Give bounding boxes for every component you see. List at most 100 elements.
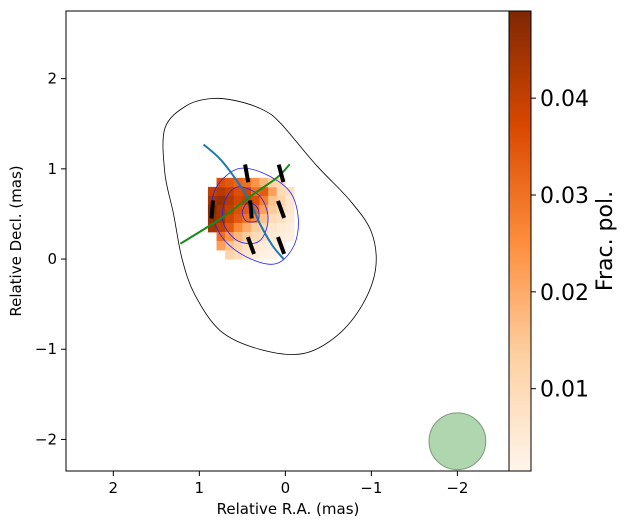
pol-pixel bbox=[216, 231, 226, 242]
evpa-tick bbox=[245, 236, 256, 255]
colorbar-tick-label: 0.01 bbox=[540, 378, 589, 403]
pol-pixel bbox=[250, 204, 260, 215]
x-axis-label: Relative R.A. (mas) bbox=[217, 500, 360, 518]
pol-pixel bbox=[276, 222, 286, 233]
y-axis-ticks: −2 −1 0 1 2 bbox=[35, 70, 66, 448]
pol-pixel bbox=[225, 250, 235, 260]
pol-pixel bbox=[276, 186, 286, 197]
pol-pixel bbox=[259, 186, 269, 197]
pol-pixel bbox=[250, 195, 260, 206]
pol-pixel bbox=[216, 222, 226, 233]
colorbar-label: Frac. pol. bbox=[593, 191, 618, 291]
colorbar bbox=[508, 10, 532, 472]
pol-pixel bbox=[225, 186, 235, 197]
pol-pixel bbox=[216, 177, 226, 188]
evpa-tick bbox=[276, 236, 287, 255]
pol-pixel bbox=[250, 241, 260, 251]
pol-pixel bbox=[259, 213, 269, 224]
pol-pixel bbox=[242, 195, 252, 206]
pol-pixel bbox=[250, 213, 260, 224]
pol-pixel bbox=[268, 195, 278, 206]
colorbar-ticks: 0.01 0.02 0.03 0.04 bbox=[531, 87, 589, 403]
pol-pixel bbox=[242, 241, 252, 251]
y-tick-label: 0 bbox=[47, 250, 57, 268]
pol-pixel bbox=[233, 250, 243, 260]
pol-pixel bbox=[285, 213, 295, 224]
evpa-tick bbox=[209, 200, 216, 219]
pol-pixel bbox=[233, 195, 243, 206]
y-tick-label: 1 bbox=[47, 160, 57, 178]
pol-pixel bbox=[285, 195, 295, 206]
pol-pixel bbox=[207, 222, 217, 233]
pol-pixel bbox=[268, 250, 278, 260]
pol-pixel bbox=[225, 195, 235, 206]
pol-pixel bbox=[250, 177, 260, 188]
pol-pixel bbox=[225, 222, 235, 233]
plot-area bbox=[162, 97, 487, 471]
pol-pixel bbox=[216, 204, 226, 215]
pol-pixel bbox=[276, 195, 286, 206]
pol-pixel bbox=[268, 186, 278, 197]
pol-pixel bbox=[276, 177, 286, 188]
pol-pixel bbox=[207, 213, 217, 224]
pol-pixel bbox=[268, 213, 278, 224]
pol-pixel bbox=[259, 195, 269, 206]
colorbar-tick-label: 0.03 bbox=[540, 184, 589, 209]
evpa-ticks bbox=[209, 164, 287, 255]
pol-pixel bbox=[225, 177, 235, 188]
evpa-tick bbox=[276, 164, 286, 183]
pol-pixel bbox=[259, 231, 269, 242]
evpa-tick bbox=[276, 200, 287, 219]
pol-pixel bbox=[285, 231, 295, 242]
pol-pixel bbox=[268, 231, 278, 242]
beam-ellipse bbox=[428, 412, 487, 471]
pol-pixel bbox=[207, 186, 217, 197]
pol-pixel bbox=[233, 222, 243, 233]
pol-pixel bbox=[250, 250, 260, 260]
inner-contour-3 bbox=[241, 201, 260, 223]
pol-pixel bbox=[242, 213, 252, 224]
x-tick-label: −1 bbox=[360, 479, 382, 497]
pol-pixel bbox=[242, 231, 252, 242]
pol-pixel bbox=[216, 186, 226, 197]
pol-pixel bbox=[233, 213, 243, 224]
beam bbox=[428, 412, 487, 471]
pol-pixel bbox=[259, 204, 269, 215]
evpa-tick bbox=[248, 200, 254, 219]
pol-pixel bbox=[276, 231, 286, 242]
pol-pixel bbox=[268, 177, 278, 188]
y-axis-label: Relative Decl. (mas) bbox=[7, 165, 25, 316]
pol-pixel bbox=[233, 241, 243, 251]
pol-pixel bbox=[276, 213, 286, 224]
y-tick-label: −1 bbox=[35, 340, 57, 358]
colorbar-tick-label: 0.04 bbox=[540, 87, 589, 112]
pol-pixel bbox=[285, 204, 295, 215]
pol-pixel bbox=[268, 204, 278, 215]
pol-pixel bbox=[268, 222, 278, 233]
pol-pixel bbox=[250, 231, 260, 242]
evpa-tick bbox=[243, 164, 251, 183]
pol-pixel bbox=[242, 204, 252, 215]
pol-pixel bbox=[216, 195, 226, 206]
pol-pixel bbox=[242, 250, 252, 260]
pol-pixel bbox=[259, 250, 269, 260]
x-axis-ticks: 2 1 0 −1 −2 bbox=[109, 471, 468, 497]
pol-pixel bbox=[225, 213, 235, 224]
pol-pixel bbox=[233, 186, 243, 197]
pol-pixel bbox=[225, 231, 235, 242]
x-tick-label: 0 bbox=[281, 479, 291, 497]
pol-pixel bbox=[216, 241, 226, 251]
pol-pixel bbox=[285, 222, 295, 233]
pol-pixel bbox=[259, 222, 269, 233]
pol-pixel bbox=[259, 177, 269, 188]
pol-pixel bbox=[259, 241, 269, 251]
pol-pixel bbox=[233, 204, 243, 215]
pol-pixel bbox=[242, 177, 252, 188]
x-tick-label: 2 bbox=[109, 479, 119, 497]
pol-pixel bbox=[225, 204, 235, 215]
y-tick-label: −2 bbox=[35, 430, 57, 448]
colorbar-tick-label: 0.02 bbox=[540, 281, 589, 306]
pol-pixel bbox=[242, 222, 252, 233]
